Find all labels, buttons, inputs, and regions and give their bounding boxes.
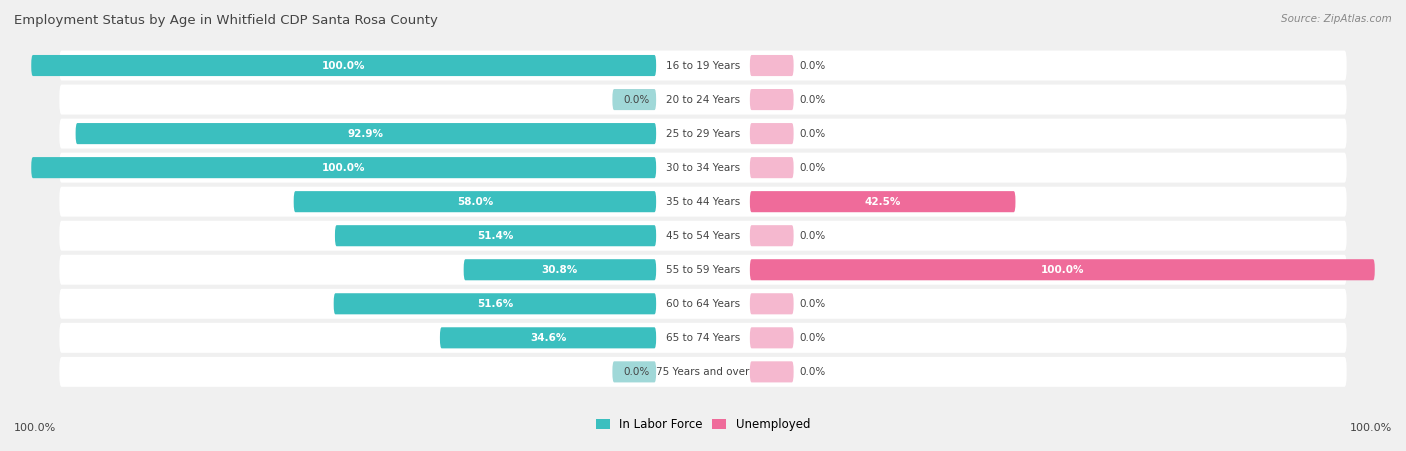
Text: 0.0%: 0.0% xyxy=(800,299,827,309)
FancyBboxPatch shape xyxy=(333,293,657,314)
Text: Employment Status by Age in Whitfield CDP Santa Rosa County: Employment Status by Age in Whitfield CD… xyxy=(14,14,437,27)
Text: Source: ZipAtlas.com: Source: ZipAtlas.com xyxy=(1281,14,1392,23)
FancyBboxPatch shape xyxy=(59,187,1347,216)
FancyBboxPatch shape xyxy=(749,191,1015,212)
Text: 0.0%: 0.0% xyxy=(800,95,827,105)
Text: 100.0%: 100.0% xyxy=(1350,423,1392,433)
Text: 92.9%: 92.9% xyxy=(347,129,384,138)
Legend: In Labor Force, Unemployed: In Labor Force, Unemployed xyxy=(591,414,815,436)
FancyBboxPatch shape xyxy=(464,259,657,281)
Text: 100.0%: 100.0% xyxy=(322,163,366,173)
FancyBboxPatch shape xyxy=(76,123,657,144)
Text: 34.6%: 34.6% xyxy=(530,333,567,343)
FancyBboxPatch shape xyxy=(59,152,1347,183)
FancyBboxPatch shape xyxy=(59,289,1347,319)
FancyBboxPatch shape xyxy=(31,55,657,76)
Text: 0.0%: 0.0% xyxy=(624,367,650,377)
Text: 42.5%: 42.5% xyxy=(865,197,901,207)
FancyBboxPatch shape xyxy=(294,191,657,212)
Text: 100.0%: 100.0% xyxy=(1040,265,1084,275)
FancyBboxPatch shape xyxy=(749,157,793,178)
FancyBboxPatch shape xyxy=(31,157,657,178)
Text: 75 Years and over: 75 Years and over xyxy=(657,367,749,377)
FancyBboxPatch shape xyxy=(613,89,657,110)
Text: 30 to 34 Years: 30 to 34 Years xyxy=(666,163,740,173)
Text: 0.0%: 0.0% xyxy=(800,367,827,377)
Text: 0.0%: 0.0% xyxy=(800,163,827,173)
FancyBboxPatch shape xyxy=(749,123,793,144)
Text: 100.0%: 100.0% xyxy=(322,60,366,70)
FancyBboxPatch shape xyxy=(749,327,793,348)
Text: 30.8%: 30.8% xyxy=(541,265,578,275)
Text: 65 to 74 Years: 65 to 74 Years xyxy=(666,333,740,343)
FancyBboxPatch shape xyxy=(59,85,1347,115)
FancyBboxPatch shape xyxy=(335,225,657,246)
Text: 100.0%: 100.0% xyxy=(14,423,56,433)
Text: 45 to 54 Years: 45 to 54 Years xyxy=(666,231,740,241)
FancyBboxPatch shape xyxy=(749,89,793,110)
FancyBboxPatch shape xyxy=(749,293,793,314)
FancyBboxPatch shape xyxy=(749,259,1375,281)
FancyBboxPatch shape xyxy=(749,55,793,76)
FancyBboxPatch shape xyxy=(59,221,1347,251)
Text: 0.0%: 0.0% xyxy=(800,231,827,241)
Text: 16 to 19 Years: 16 to 19 Years xyxy=(666,60,740,70)
Text: 0.0%: 0.0% xyxy=(800,333,827,343)
Text: 51.6%: 51.6% xyxy=(477,299,513,309)
FancyBboxPatch shape xyxy=(59,119,1347,148)
FancyBboxPatch shape xyxy=(59,323,1347,353)
Text: 58.0%: 58.0% xyxy=(457,197,494,207)
Text: 35 to 44 Years: 35 to 44 Years xyxy=(666,197,740,207)
FancyBboxPatch shape xyxy=(440,327,657,348)
FancyBboxPatch shape xyxy=(749,225,793,246)
FancyBboxPatch shape xyxy=(613,361,657,382)
FancyBboxPatch shape xyxy=(59,51,1347,80)
FancyBboxPatch shape xyxy=(59,255,1347,285)
Text: 55 to 59 Years: 55 to 59 Years xyxy=(666,265,740,275)
Text: 25 to 29 Years: 25 to 29 Years xyxy=(666,129,740,138)
Text: 0.0%: 0.0% xyxy=(624,95,650,105)
Text: 0.0%: 0.0% xyxy=(800,60,827,70)
FancyBboxPatch shape xyxy=(59,357,1347,387)
FancyBboxPatch shape xyxy=(749,361,793,382)
Text: 60 to 64 Years: 60 to 64 Years xyxy=(666,299,740,309)
Text: 0.0%: 0.0% xyxy=(800,129,827,138)
Text: 51.4%: 51.4% xyxy=(478,231,513,241)
Text: 20 to 24 Years: 20 to 24 Years xyxy=(666,95,740,105)
